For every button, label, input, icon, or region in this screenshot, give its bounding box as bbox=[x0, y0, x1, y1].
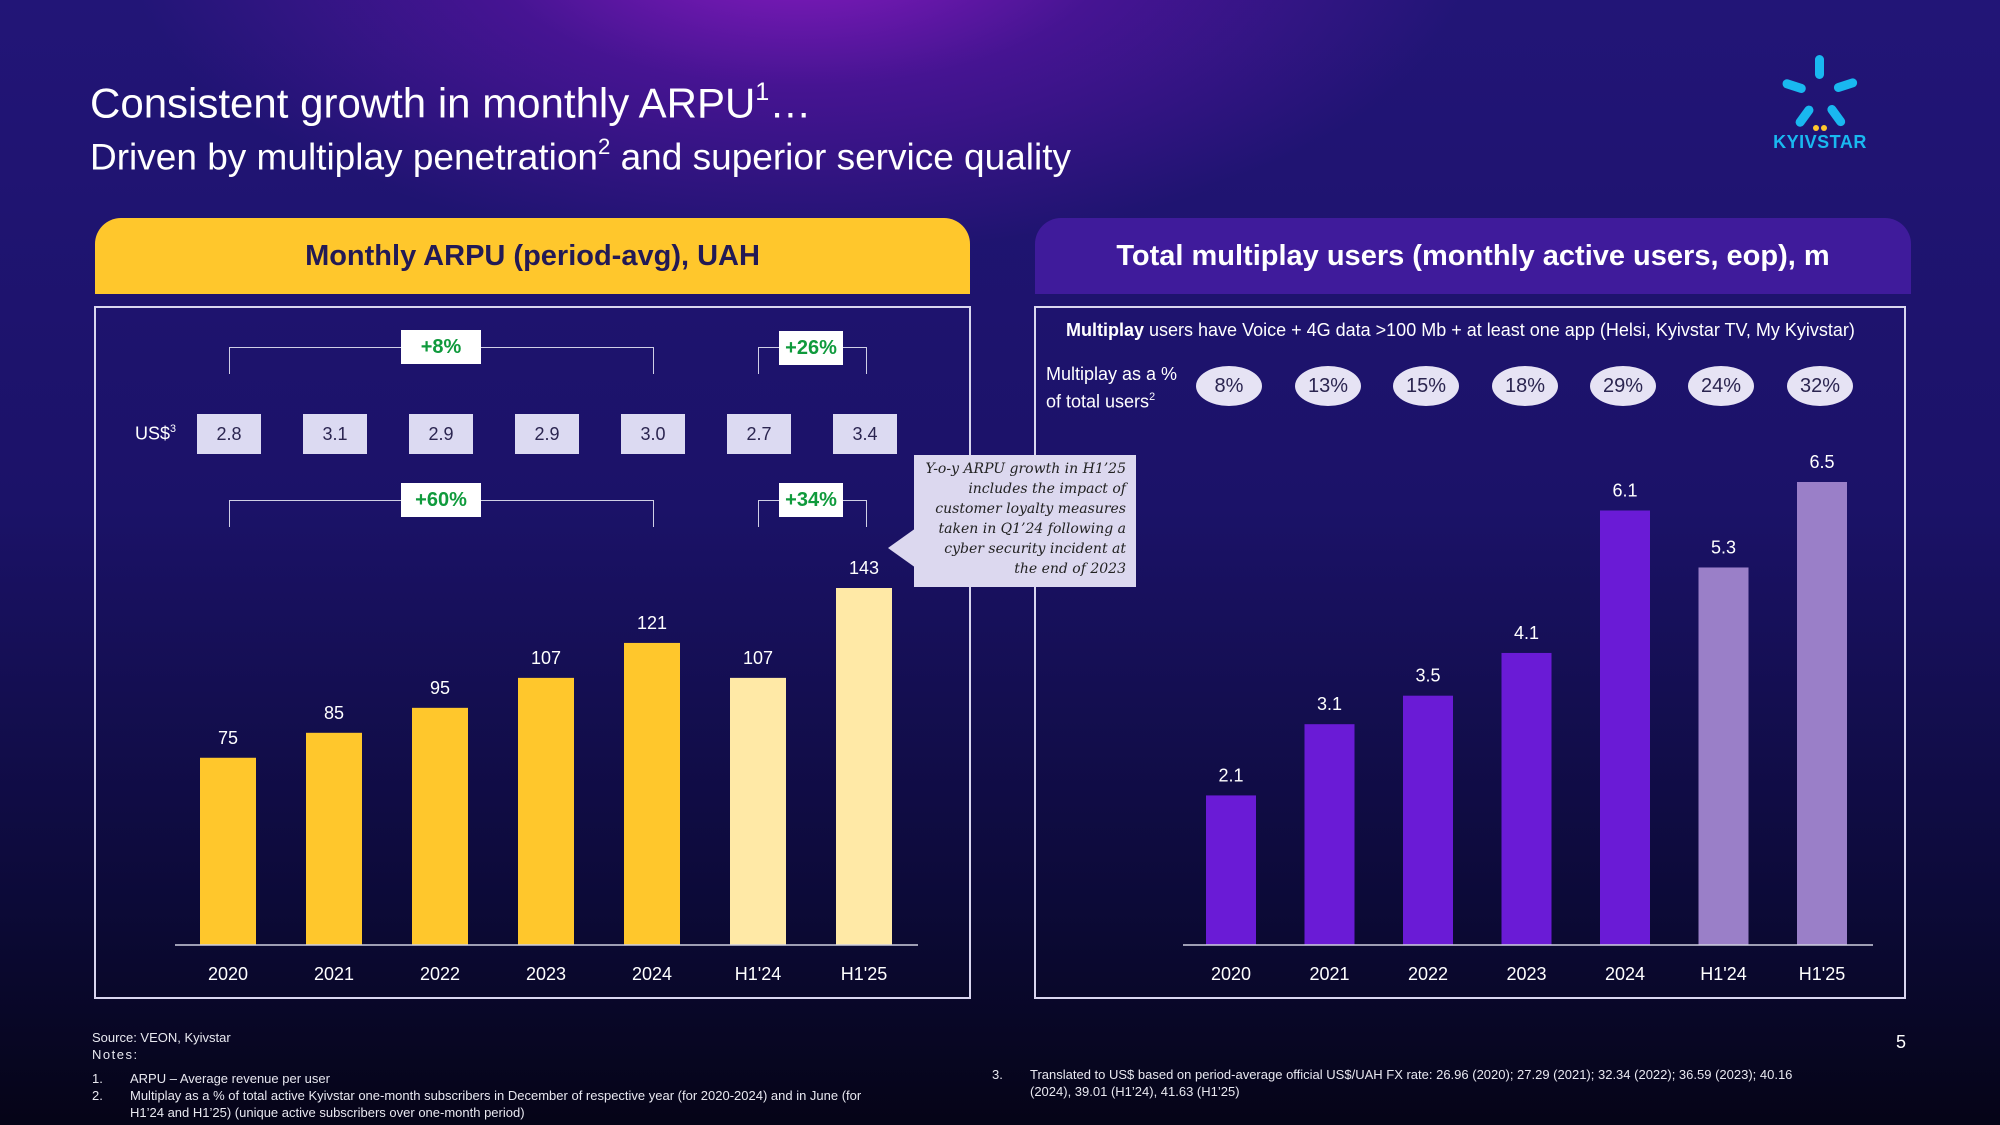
usd-value: 3.4 bbox=[833, 414, 897, 454]
footer-note-2: 2. Multiplay as a % of total active Kyivs… bbox=[92, 1088, 862, 1120]
page-number: 5 bbox=[1896, 1032, 1907, 1052]
multiplay-definition: Multiplay users have Voice + 4G data >10… bbox=[1066, 320, 1855, 340]
arpu-bar-label: 107 bbox=[743, 648, 773, 668]
footer-source: Source: VEON, Kyivstar Notes: bbox=[92, 1030, 231, 1062]
multiplay-category-label: 2021 bbox=[1309, 964, 1349, 984]
usd-value: 3.1 bbox=[303, 414, 367, 454]
page-title: Consistent growth in monthly ARPU1… bbox=[90, 78, 812, 127]
multiplay-share-badge: 15% bbox=[1393, 366, 1459, 406]
multiplay-share-badge: 24% bbox=[1688, 366, 1754, 406]
arpu-bar bbox=[200, 757, 256, 945]
multiplay-category-label: H1'24 bbox=[1700, 964, 1746, 984]
usd-value: 3.0 bbox=[621, 414, 685, 454]
multiplay-bar bbox=[1304, 724, 1355, 945]
multiplay-bar bbox=[1698, 567, 1749, 945]
arpu-panel bbox=[94, 306, 971, 999]
multiplay-bar bbox=[1797, 482, 1847, 945]
arpu-bar-label: 95 bbox=[430, 678, 450, 698]
multiplay-category-label: 2022 bbox=[1408, 964, 1448, 984]
arpu-category-label: H1'24 bbox=[735, 964, 781, 984]
usd-value: 2.9 bbox=[409, 414, 473, 454]
kyivstar-logo-icon bbox=[1782, 55, 1858, 131]
growth-badge-bottom: +34% bbox=[779, 483, 843, 517]
arpu-bar bbox=[306, 732, 362, 945]
usd-row-label: US$3 bbox=[135, 423, 177, 444]
multiplay-panel bbox=[1034, 306, 1906, 999]
multiplay-bar-label: 6.5 bbox=[1809, 452, 1834, 472]
footer-note-3: 3. Translated to US$ based on period-aver… bbox=[992, 1067, 1793, 1099]
multiplay-share-badge: 18% bbox=[1492, 366, 1558, 406]
arpu-bar bbox=[836, 588, 892, 945]
multiplay-bar-label: 4.1 bbox=[1514, 623, 1539, 643]
multiplay-bar bbox=[1600, 510, 1650, 945]
multiplay-panel-header: Total multiplay users (monthly active us… bbox=[1035, 218, 1911, 294]
usd-value: 2.9 bbox=[515, 414, 579, 454]
logo-text: KYIVSTAR bbox=[1773, 132, 1867, 152]
arpu-bar bbox=[624, 642, 680, 945]
arpu-category-label: 2021 bbox=[314, 964, 354, 984]
multiplay-bar-label: 3.1 bbox=[1317, 694, 1342, 714]
multiplay-category-label: 2023 bbox=[1506, 964, 1546, 984]
multiplay-category-label: 2024 bbox=[1605, 964, 1645, 984]
multiplay-share-badge: 13% bbox=[1295, 366, 1361, 406]
arpu-category-label: H1'25 bbox=[841, 964, 887, 984]
multiplay-share-badge: 29% bbox=[1590, 366, 1656, 406]
usd-value: 2.8 bbox=[197, 414, 261, 454]
multiplay-category-label: H1'25 bbox=[1799, 964, 1845, 984]
growth-badge-top: +8% bbox=[401, 330, 481, 364]
multiplay-share-badge: 32% bbox=[1787, 366, 1853, 406]
multiplay-category-label: 2020 bbox=[1211, 964, 1251, 984]
multiplay-bar-label: 3.5 bbox=[1415, 666, 1440, 686]
footer-notes-label: Notes: bbox=[92, 1047, 139, 1062]
multiplay-bar bbox=[1206, 795, 1256, 945]
arpu-panel-header: Monthly ARPU (period-avg), UAH bbox=[95, 218, 970, 294]
footer-note-1: 1. ARPU – Average revenue per user bbox=[92, 1071, 330, 1086]
page-subtitle: Driven by multiplay penetration2 and sup… bbox=[90, 134, 1072, 178]
multiplay-bar bbox=[1501, 652, 1552, 945]
arpu-bar-label: 107 bbox=[531, 648, 561, 668]
multiplay-bar-label: 2.1 bbox=[1218, 765, 1243, 785]
arpu-bar-label: 75 bbox=[218, 728, 238, 748]
arpu-bar bbox=[518, 677, 574, 945]
arpu-bar-label: 121 bbox=[637, 613, 667, 633]
arpu-category-label: 2023 bbox=[526, 964, 566, 984]
growth-badge-top: +26% bbox=[779, 331, 843, 365]
arpu-bar bbox=[730, 677, 786, 945]
arpu-category-label: 2022 bbox=[420, 964, 460, 984]
arpu-bar-label: 143 bbox=[849, 558, 879, 578]
arpu-category-label: 2020 bbox=[208, 964, 248, 984]
arpu-category-label: 2024 bbox=[632, 964, 672, 984]
multiplay-bar bbox=[1403, 695, 1453, 945]
multiplay-bar-label: 6.1 bbox=[1612, 480, 1637, 500]
callout-pointer bbox=[888, 528, 916, 568]
growth-badge-bottom: +60% bbox=[401, 483, 481, 517]
multiplay-share-label: Multiplay as a % of total users2 bbox=[1046, 364, 1178, 412]
arpu-bar bbox=[412, 707, 468, 945]
arpu-bar-label: 85 bbox=[324, 703, 344, 723]
subtitle-footnote-mark: 2 bbox=[597, 134, 611, 159]
usd-value: 2.7 bbox=[727, 414, 791, 454]
multiplay-share-badge: 8% bbox=[1196, 366, 1262, 406]
title-footnote-mark: 1 bbox=[755, 78, 770, 106]
multiplay-bar-label: 5.3 bbox=[1711, 537, 1736, 557]
arpu-callout: Y-o-y ARPU growth in H1’25 includes the … bbox=[914, 455, 1136, 587]
